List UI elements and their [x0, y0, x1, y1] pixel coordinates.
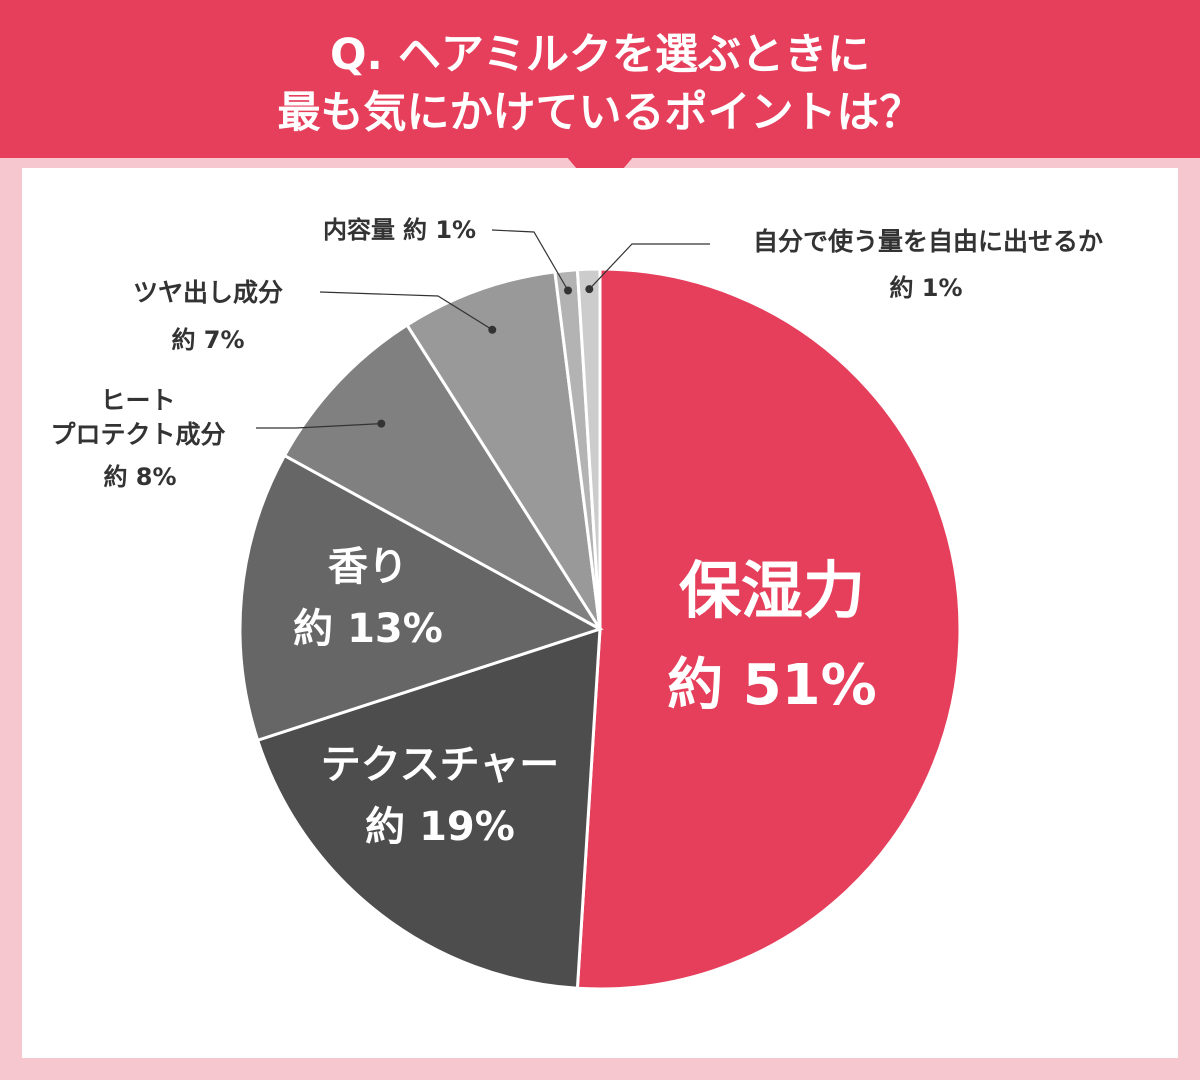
- title-banner: [0, 0, 1200, 158]
- pie-slice-0: [575, 267, 962, 991]
- slice-label-2: 香り: [328, 544, 408, 590]
- leader-dot-4: [488, 325, 497, 334]
- pie-slice-6: [575, 267, 602, 630]
- slice-label-4: ツヤ出し成分: [133, 278, 283, 307]
- slice-label-5: 内容量: [323, 216, 395, 244]
- pie-slice-2: [238, 453, 604, 743]
- pie-slice-4: [405, 270, 602, 630]
- leader-dot-6: [585, 285, 594, 294]
- leader-line-6: [588, 243, 710, 290]
- slice-value-0: 約 51%: [667, 653, 877, 718]
- chart-title-line1: Q. ヘアミルクを選ぶときに: [330, 30, 870, 80]
- slice-value-1: 約 19%: [365, 804, 515, 850]
- slice-value-2: 約 13%: [293, 606, 443, 652]
- leader-line-4: [319, 291, 493, 331]
- pie-slice-3: [282, 322, 602, 631]
- leader-dot-3: [377, 419, 386, 428]
- slice-label-6: 自分で使う量を自由に出せるか: [753, 227, 1103, 256]
- leader-dot-5: [564, 286, 573, 295]
- chart-title-line2: 最も気にかけているポイントは？: [277, 88, 923, 138]
- leader-line-5: [491, 229, 569, 291]
- slice-value-4: 約 7%: [171, 326, 244, 354]
- slice-value-3: 約 8%: [103, 463, 176, 491]
- chart-title: Q. ヘアミルクを選ぶときに 最も気にかけているポイントは？: [0, 26, 1200, 142]
- slice-label-0: 保湿力: [679, 554, 865, 627]
- slice-value-6: 約 1%: [889, 274, 962, 302]
- leader-line-3: [256, 423, 382, 429]
- slice-value-5: 約 1%: [403, 216, 476, 244]
- slice-label-1: テクスチャー: [321, 742, 559, 788]
- pie-slice-1: [255, 626, 602, 990]
- slice-label-3: ヒートプロテクト成分: [50, 386, 225, 449]
